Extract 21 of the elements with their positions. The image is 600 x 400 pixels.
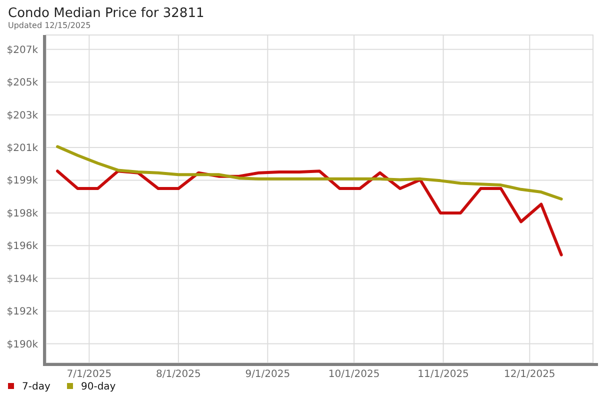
x-tick-label: 11/1/2025 <box>418 369 469 380</box>
y-tick-label: $199k <box>6 176 38 187</box>
chart-subtitle: Updated 12/15/2025 <box>8 21 91 30</box>
chart-title: Condo Median Price for 32811 <box>8 6 204 21</box>
y-tick-label: $192k <box>6 306 38 318</box>
legend-label: 7-day <box>22 382 50 392</box>
y-tick-label: $205k <box>6 78 38 89</box>
x-tick-label: 12/1/2025 <box>504 369 556 380</box>
y-tick-label: $194k <box>6 274 38 285</box>
x-tick-label: 9/1/2025 <box>245 369 290 380</box>
y-tick-label: $201k <box>6 143 38 154</box>
legend-label: 90-day <box>81 382 116 392</box>
y-tick-label: $203k <box>6 110 38 122</box>
x-tick-label: 8/1/2025 <box>156 369 201 380</box>
y-tick-label: $196k <box>6 241 38 252</box>
y-tick-label: $190k <box>6 339 38 350</box>
x-tick-label: 10/1/2025 <box>328 369 380 380</box>
x-tick-label: 7/1/2025 <box>66 369 112 380</box>
y-tick-label: $198k <box>6 208 38 220</box>
y-tick-label: $207k <box>6 44 38 56</box>
line-series <box>56 145 563 200</box>
